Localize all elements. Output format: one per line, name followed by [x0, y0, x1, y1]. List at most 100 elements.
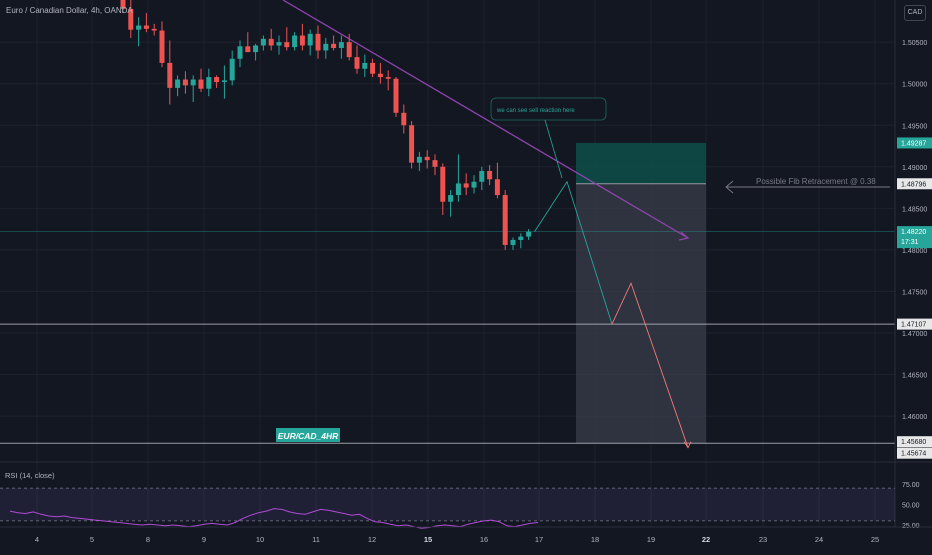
candle [299, 23, 305, 51]
candle [471, 175, 477, 194]
candle-body [214, 77, 220, 83]
candle-body [260, 38, 266, 46]
candle [370, 58, 376, 78]
candle [479, 166, 485, 191]
candle-body [338, 42, 344, 48]
candle-body [455, 183, 461, 196]
candle [143, 13, 149, 33]
candle [198, 68, 204, 93]
trendline [282, 0, 689, 239]
candle-body [206, 77, 212, 89]
candle [494, 162, 500, 199]
price-label: 1.48796 [897, 178, 932, 190]
x-tick-label: 12 [368, 535, 376, 544]
x-axis: 4 5 8 9 10 11 12 15 16 17 18 19 22 23 24 25 [35, 535, 879, 544]
candle [409, 121, 415, 169]
candle-body [143, 25, 149, 29]
x-tick-label: 15 [424, 535, 432, 544]
candle [175, 75, 181, 97]
candle [206, 68, 212, 97]
callout-box [490, 97, 607, 121]
candle [331, 35, 337, 51]
candle [136, 17, 142, 47]
price-label-text: 1.45674 [901, 451, 926, 458]
candle [214, 75, 220, 88]
callout-text: we can see sell reaction here [496, 108, 575, 114]
candle [315, 25, 321, 59]
y-tick-label: 1.50500 [902, 40, 927, 47]
candle [167, 40, 173, 105]
price-label-bg [897, 137, 932, 149]
candles [120, 0, 532, 250]
y-tick-label: 1.46000 [902, 414, 927, 421]
candle-body [409, 125, 415, 163]
candle-body [401, 112, 407, 126]
candle-body [416, 156, 422, 163]
candle [502, 190, 508, 250]
candle-body [167, 62, 173, 88]
candle-body [370, 62, 376, 74]
candle-body [424, 156, 430, 161]
price-label: 1.45680 [897, 436, 932, 448]
reward-zone [576, 183, 706, 444]
candle-body [237, 46, 243, 59]
x-tick-label: 11 [312, 535, 320, 544]
candle-body [502, 195, 508, 245]
candle-body [393, 78, 399, 113]
x-tick-label: 5 [90, 535, 94, 544]
candle [401, 104, 407, 134]
x-tick-label: 19 [647, 535, 655, 544]
candle-body [221, 80, 227, 83]
candle-body [471, 181, 477, 188]
candle-body [120, 0, 126, 9]
y-tick-label: 1.47500 [902, 289, 927, 296]
candle-body [518, 236, 524, 240]
rsi-band [0, 488, 895, 521]
y-tick-label: 1.50000 [902, 82, 927, 89]
price-label-text: 1.45680 [901, 439, 926, 446]
candle [190, 75, 196, 102]
candle [151, 23, 157, 36]
pair-label: EUR/CAD_4HR [278, 431, 339, 441]
x-tick-label: 24 [815, 535, 823, 544]
candle [292, 32, 298, 51]
x-tick-label: 9 [202, 535, 206, 544]
candle-body [159, 30, 165, 63]
projection-up [534, 180, 613, 325]
pair-label-bg [276, 428, 340, 442]
x-tick-label: 16 [480, 535, 488, 544]
grid-lines [0, 0, 895, 527]
x-tick-label: 25 [871, 535, 879, 544]
candle-body [487, 170, 493, 180]
candle-body [198, 79, 204, 89]
candle-body [323, 43, 329, 51]
x-tick-label: 18 [591, 535, 599, 544]
candle [237, 40, 243, 68]
candle [221, 65, 227, 99]
chart-title: Euro / Canadian Dollar, 4h, OANDA [6, 6, 133, 15]
projection-down [611, 281, 689, 448]
price-label-text: 1.49287 [901, 140, 926, 147]
candle-body [128, 8, 134, 30]
price-label-bg [897, 178, 932, 190]
currency-button[interactable]: CAD [904, 5, 926, 21]
x-tick-label: 10 [256, 535, 264, 544]
price-label-text: 1.48220 [901, 229, 926, 236]
candle-body [245, 46, 251, 53]
candle [362, 54, 368, 78]
price-label-bg [897, 318, 932, 330]
x-tick-label: 23 [759, 535, 767, 544]
candle [268, 28, 274, 51]
candle-body [346, 42, 352, 58]
candle [448, 190, 454, 217]
candle-body [385, 77, 391, 79]
candle-body [510, 239, 516, 245]
x-tick-label: 8 [146, 535, 150, 544]
price-label: 1.45674 [897, 447, 932, 459]
candle [416, 151, 422, 171]
rsi-tick-label: 50.00 [902, 503, 920, 510]
price-label-bg [897, 436, 932, 448]
candle [276, 35, 282, 55]
